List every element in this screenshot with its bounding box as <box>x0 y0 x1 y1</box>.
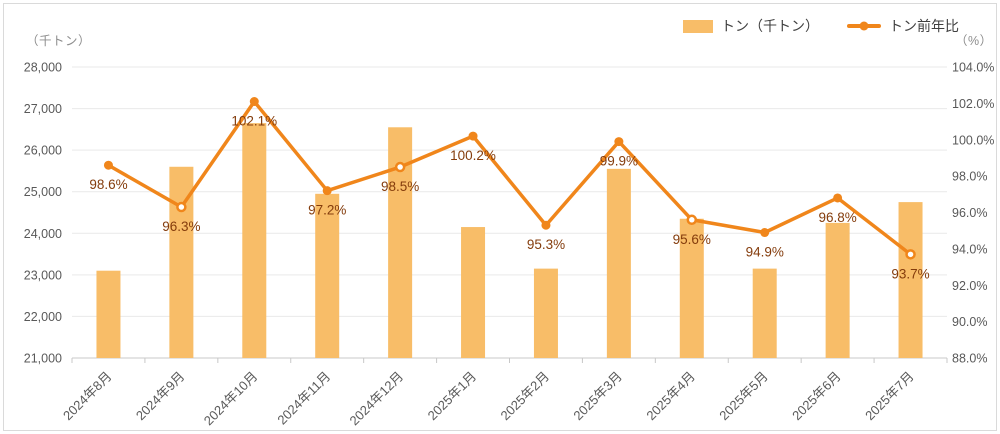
point-label: 95.6% <box>673 232 711 247</box>
bar-2024年9月[interactable] <box>169 166 194 358</box>
marker-2024年8月[interactable] <box>103 160 113 170</box>
point-label: 98.6% <box>89 177 127 192</box>
left-axis-tick-label: 23,000 <box>24 268 62 282</box>
left-axis-tick-label: 22,000 <box>24 310 62 324</box>
point-label: 100.2% <box>450 148 496 163</box>
line-marker-icon <box>859 21 869 31</box>
right-axis-tick-label: 94.0% <box>952 242 987 256</box>
marker-2024年11月[interactable] <box>322 186 332 196</box>
bar-2025年6月[interactable] <box>825 222 850 358</box>
legend-label-tons: トン（千トン） <box>721 18 819 34</box>
right-axis-tick-label: 98.0% <box>952 170 987 184</box>
left-axis-tick-label: 25,000 <box>24 185 62 199</box>
marker-2024年10月[interactable] <box>249 97 259 107</box>
point-label: 99.9% <box>600 154 638 169</box>
x-axis-label: 2025年4月 <box>643 369 698 424</box>
left-axis-tick-label: 28,000 <box>24 61 62 75</box>
line-series-swatch-icon <box>847 21 881 31</box>
marker-2025年7月[interactable] <box>905 249 916 260</box>
bar-2024年10月[interactable] <box>242 123 267 358</box>
x-axis-label: 2025年6月 <box>789 369 844 424</box>
bar-2025年5月[interactable] <box>752 268 777 358</box>
left-axis-tick-label: 21,000 <box>24 352 62 366</box>
legend: トン（千トン） トン前年比 <box>683 16 959 36</box>
right-axis-tick-label: 100.0% <box>952 133 994 147</box>
point-label: 98.5% <box>381 179 419 194</box>
marker-2025年1月[interactable] <box>468 131 478 141</box>
right-axis-tick-label: 90.0% <box>952 315 987 329</box>
x-axis-label: 2024年9月 <box>133 369 188 424</box>
marker-2025年2月[interactable] <box>541 220 551 230</box>
point-label: 94.9% <box>746 245 784 260</box>
marker-2024年12月[interactable] <box>394 161 406 173</box>
x-axis-label: 2024年8月 <box>60 369 115 424</box>
x-axis-label: 2025年5月 <box>716 369 771 424</box>
left-axis-tick-label: 26,000 <box>24 144 62 158</box>
right-axis-tick-label: 96.0% <box>952 206 987 220</box>
x-axis-label: 2024年12月 <box>347 369 407 429</box>
x-axis-label: 2025年3月 <box>570 369 625 424</box>
right-axis-title: （%） <box>955 34 993 48</box>
x-axis-label: 2024年10月 <box>201 369 261 429</box>
bar-2024年11月[interactable] <box>315 193 340 358</box>
point-label: 96.8% <box>818 210 856 225</box>
legend-item-tons[interactable]: トン（千トン） <box>683 16 819 36</box>
bar-2025年4月[interactable] <box>679 218 704 358</box>
yoy-line <box>107 99 912 256</box>
marker-2025年6月[interactable] <box>833 193 843 203</box>
point-label: 96.3% <box>162 219 200 234</box>
right-axis-tick-label: 92.0% <box>952 279 987 293</box>
bar-2025年2月[interactable] <box>533 268 558 358</box>
bar-2025年3月[interactable] <box>606 168 631 358</box>
marker-2025年5月[interactable] <box>760 228 770 238</box>
marker-2025年3月[interactable] <box>614 137 624 147</box>
right-axis-tick-label: 104.0% <box>952 61 994 75</box>
x-axis-label: 2024年11月 <box>274 369 333 428</box>
bar-2025年7月[interactable] <box>898 202 923 358</box>
left-axis-tick-label: 27,000 <box>24 102 62 116</box>
x-axis-label: 2025年1月 <box>425 369 480 424</box>
point-label: 102.1% <box>231 114 277 129</box>
x-axis-label: 2025年7月 <box>862 369 917 424</box>
legend-label-yoy: トン前年比 <box>889 18 959 34</box>
right-axis-tick-label: 102.0% <box>952 97 994 111</box>
x-axis-label: 2025年2月 <box>498 369 553 424</box>
left-axis-title: （千トン） <box>26 34 92 48</box>
point-label: 93.7% <box>891 266 929 281</box>
bar-2024年8月[interactable] <box>96 270 121 358</box>
point-label: 97.2% <box>308 203 346 218</box>
point-label: 95.3% <box>527 237 565 252</box>
marker-2025年4月[interactable] <box>686 214 698 226</box>
right-axis-tick-label: 88.0% <box>952 352 987 366</box>
left-axis-tick-label: 24,000 <box>24 227 62 241</box>
marker-2024年9月[interactable] <box>176 201 187 213</box>
legend-item-yoy[interactable]: トン前年比 <box>847 16 959 36</box>
bar-2025年1月[interactable] <box>461 227 486 358</box>
bar-series-swatch-icon <box>683 19 713 33</box>
